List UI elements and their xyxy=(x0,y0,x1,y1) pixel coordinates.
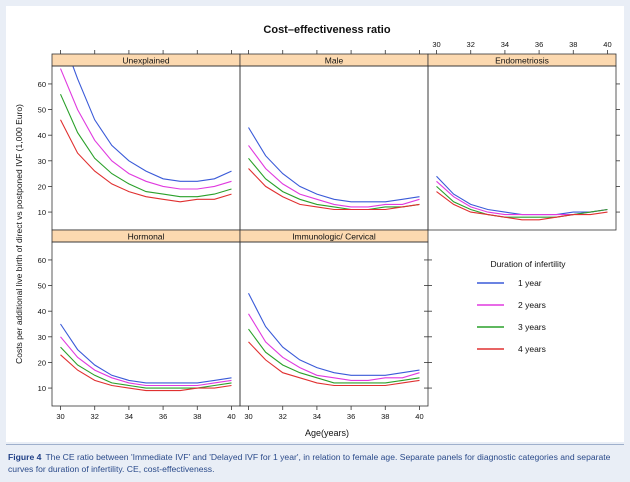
x-tick-label: 32 xyxy=(279,412,287,421)
caption-divider xyxy=(6,444,624,445)
x-tick-label: 34 xyxy=(125,412,133,421)
legend-label: 1 year xyxy=(518,278,542,288)
x-tick-label: 38 xyxy=(381,412,389,421)
y-tick-label: 30 xyxy=(38,157,46,166)
y-tick-label: 30 xyxy=(38,333,46,342)
series-line-3-years xyxy=(248,157,420,211)
panel-lines xyxy=(248,293,420,387)
series-line-4-years xyxy=(248,168,420,211)
y-axis-label: Costs per additional live birth of direc… xyxy=(14,104,24,364)
series-line-1-year xyxy=(248,127,420,203)
y-tick-label: 40 xyxy=(38,131,46,140)
series-line-1-year xyxy=(248,293,420,376)
chart-panels: Unexplained 10 20 30 40 50 60 Male Endometriosis… xyxy=(38,40,620,421)
panel-lines xyxy=(248,127,420,211)
legend-label: 3 years xyxy=(518,322,546,332)
y-tick-label: 60 xyxy=(38,256,46,265)
panel-title: Immunologic/ Cervical xyxy=(292,232,376,242)
series-line-4-years xyxy=(60,354,232,392)
panel-title: Male xyxy=(325,56,344,66)
panel-lines xyxy=(60,323,232,392)
x-tick-label: 36 xyxy=(535,40,543,49)
series-line-4-years xyxy=(436,191,608,221)
y-tick-label: 20 xyxy=(38,182,46,191)
x-tick-label: 38 xyxy=(193,412,201,421)
series-line-1-year xyxy=(72,66,232,182)
series-line-3-years xyxy=(248,328,420,384)
chart-title: Cost–effectiveness ratio xyxy=(263,24,390,36)
caption-label: Figure 4 xyxy=(8,452,42,462)
y-tick-label: 20 xyxy=(38,358,46,367)
x-tick-label: 34 xyxy=(313,412,321,421)
legend-label: 4 years xyxy=(518,344,546,354)
series-line-2-years xyxy=(248,313,420,381)
series-line-2-years xyxy=(60,336,232,387)
panel-lines xyxy=(436,175,608,221)
x-tick-label: 40 xyxy=(227,412,235,421)
panel-title: Endometriosis xyxy=(495,56,549,66)
series-line-1-year xyxy=(60,323,232,384)
series-line-2-years xyxy=(248,145,420,208)
y-tick-label: 50 xyxy=(38,106,46,115)
x-tick-label: 38 xyxy=(569,40,577,49)
panel-title: Unexplained xyxy=(122,56,170,66)
x-tick-label: 32 xyxy=(91,412,99,421)
series-line-2-years xyxy=(59,68,232,190)
legend-title: Duration of infertility xyxy=(490,259,566,269)
panel-lines xyxy=(59,66,232,203)
panel-immunologic-cervical: Immunologic/ Cervical 30 32 34 36 38 40 xyxy=(239,229,432,421)
legend: Duration of infertility 1 year 2 years 3 y… xyxy=(477,259,566,354)
y-tick-label: 10 xyxy=(38,208,46,217)
x-tick-label: 30 xyxy=(244,412,252,421)
y-tick-label: 50 xyxy=(38,282,46,291)
x-tick-label: 36 xyxy=(347,412,355,421)
series-line-4-years xyxy=(60,119,232,203)
panel-frame xyxy=(427,65,617,231)
series-line-3-years xyxy=(59,93,232,198)
x-tick-label: 34 xyxy=(501,40,509,49)
x-tick-label: 40 xyxy=(415,412,423,421)
y-tick-label: 40 xyxy=(38,307,46,316)
y-tick-label: 10 xyxy=(38,384,46,393)
series-line-3-years xyxy=(436,185,608,218)
series-line-3-years xyxy=(60,346,232,389)
x-tick-label: 36 xyxy=(159,412,167,421)
series-line-4-years xyxy=(248,341,420,387)
panel-title: Hormonal xyxy=(128,232,165,242)
panel-frame xyxy=(239,241,429,407)
y-tick-label: 60 xyxy=(38,80,46,89)
caption-text: The CE ratio between 'Immediate IVF' and… xyxy=(8,452,611,474)
x-tick-label: 30 xyxy=(432,40,440,49)
figure-caption: Figure 4 The CE ratio between 'Immediate … xyxy=(8,451,624,475)
x-tick-label: 40 xyxy=(603,40,611,49)
x-axis-label: Age(years) xyxy=(305,428,349,438)
panel-endometriosis: Endometriosis 30 32 34 36 38 40 xyxy=(427,40,620,231)
x-tick-label: 32 xyxy=(467,40,475,49)
legend-label: 2 years xyxy=(518,300,546,310)
x-tick-label: 30 xyxy=(56,412,64,421)
